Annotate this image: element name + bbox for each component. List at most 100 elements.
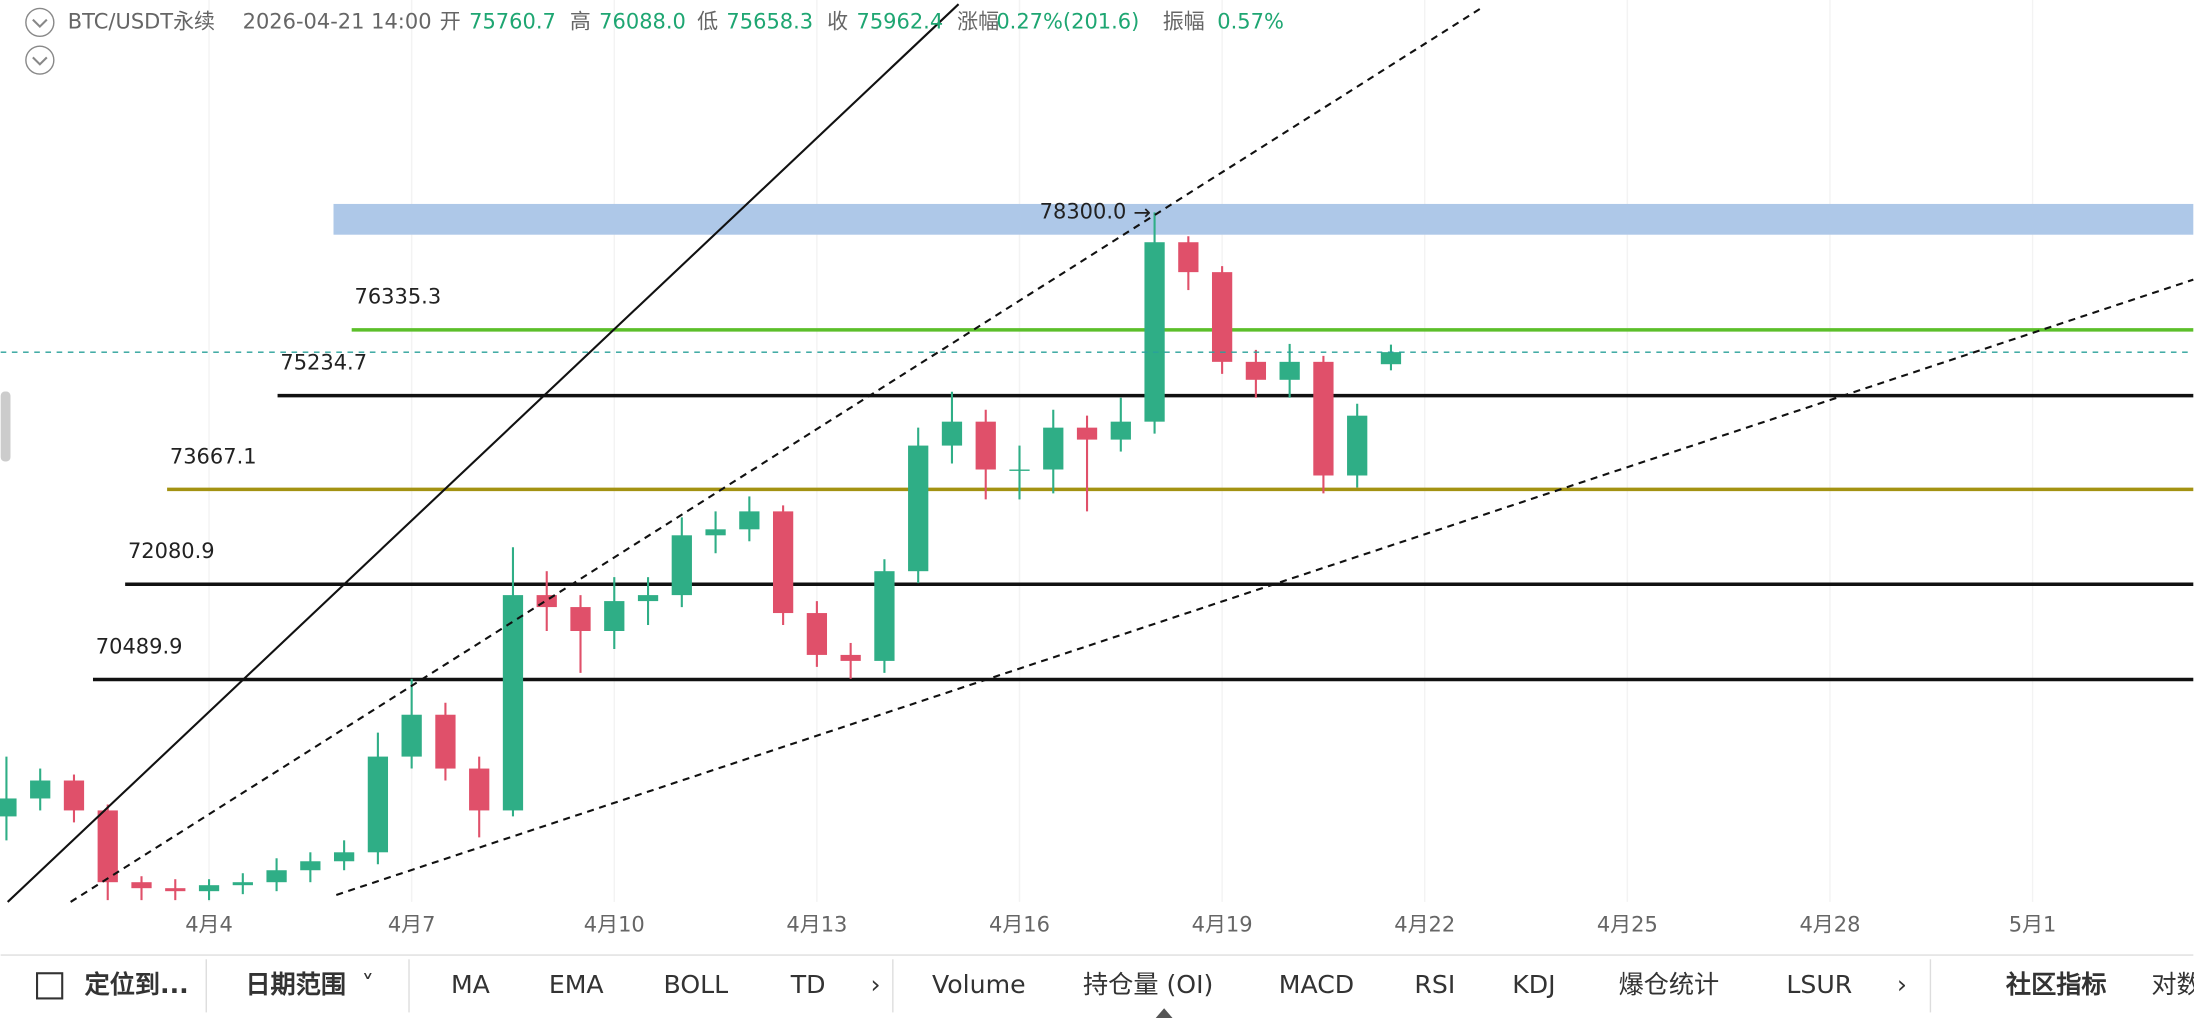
x-tick-label: 5月1 — [2009, 913, 2057, 937]
zone-label: 78300.0 — [1040, 199, 1127, 223]
price-zone — [333, 203, 2194, 235]
arrow: › — [1897, 970, 1907, 999]
toolbar-button[interactable]: RSI — [1414, 970, 1455, 999]
toolbar-button[interactable]: EMA — [549, 970, 604, 999]
candle-body — [1211, 272, 1233, 362]
candle-body — [941, 421, 963, 446]
candle-body — [1347, 415, 1368, 476]
x-tick-label: 4月28 — [1799, 913, 1860, 937]
candle-body — [367, 756, 389, 853]
field-value: 0.27%(201.6) — [996, 9, 1139, 33]
candle-body — [469, 768, 490, 811]
toolbar-button[interactable]: 爆仓统计 — [1619, 970, 1720, 999]
candle-body — [165, 888, 186, 892]
candle-body — [300, 861, 321, 871]
candle-body — [0, 798, 17, 817]
candle-body — [671, 535, 692, 596]
chart: 4月4 4月7 4月10 4月13 4月16 4月19 4月22 4月25 4月28 5月1 783… — [0, 0, 2194, 937]
time: 2026-04-21 14:00 — [243, 9, 432, 33]
toolbar-button[interactable]: 持仓量 (OI) — [1083, 970, 1213, 999]
trend-line — [70, 6, 1484, 903]
toolbar-button[interactable]: BOLL — [664, 970, 729, 999]
arrow: ˅ — [361, 970, 374, 999]
toolbar-button[interactable]: LSUR — [1786, 970, 1852, 999]
candle-body — [874, 571, 895, 661]
candle-body — [772, 511, 794, 614]
candle-body — [806, 613, 828, 655]
level-label: 75234.7 — [280, 350, 367, 374]
candle-body — [333, 852, 355, 862]
arrow: › — [870, 970, 880, 999]
level-label: 72080.9 — [128, 539, 215, 563]
candle-body — [97, 810, 118, 883]
candle-body — [1043, 427, 1064, 470]
candle-body — [1279, 361, 1300, 380]
level-label: 70489.9 — [96, 634, 183, 658]
trend-line — [335, 278, 2194, 896]
candle-body — [570, 607, 591, 631]
candle-body — [739, 511, 760, 530]
locate-icon — [36, 972, 64, 1000]
collapse-icon[interactable] — [25, 7, 55, 38]
candle-body — [1380, 352, 1402, 365]
candle-body — [198, 885, 220, 892]
candle-body — [30, 780, 51, 799]
toolbar-button[interactable]: 对数 — [2151, 970, 2194, 999]
field-value: 75962.4 — [856, 9, 943, 33]
candle-body — [1178, 242, 1199, 273]
candle-body — [63, 780, 85, 811]
arrow: → — [1133, 201, 1151, 225]
field-label: 低 — [697, 9, 718, 33]
x-tick-label: 4月4 — [185, 913, 233, 937]
symbol: BTC/USDT永续 — [68, 9, 215, 33]
trend-line — [6, 3, 960, 903]
field-label: 收 — [827, 9, 848, 33]
candle-body — [131, 882, 152, 889]
candle-body — [1144, 242, 1165, 422]
x-tick-label: 4月10 — [584, 913, 645, 937]
toolbar: 定位到... 日期范围 MA EMA BOLL TD Volume 持仓量 (OI) MACD R… — [85, 959, 2194, 1013]
candle-body — [975, 421, 996, 470]
x-tick-label: 4月13 — [786, 913, 847, 937]
field-label: 高 — [570, 9, 591, 33]
level-label: 73667.1 — [170, 444, 257, 468]
level-label: 76335.3 — [354, 285, 441, 309]
candle-body — [637, 595, 659, 602]
candle-body — [1313, 361, 1334, 476]
candle-body — [266, 870, 287, 883]
candle-body — [1009, 469, 1030, 471]
candle-body — [401, 714, 422, 757]
x-tick-label: 4月7 — [388, 913, 436, 937]
toolbar-button[interactable]: MA — [451, 970, 490, 999]
field-value: 76088.0 — [599, 9, 686, 33]
candle-body — [1245, 361, 1267, 380]
field-label: 涨幅 — [957, 9, 999, 33]
toolbar-button[interactable]: 日期范围 — [245, 970, 346, 999]
toolbar-button[interactable]: MACD — [1279, 970, 1354, 999]
toolbar-button[interactable]: 定位到... — [85, 970, 189, 999]
header-fields: 开 75760.7 高 76088.0 低 75658.3 收 75962.4 涨幅0.27%(… — [440, 9, 1284, 33]
x-tick-label: 4月25 — [1597, 913, 1658, 937]
candle-body — [502, 595, 524, 811]
candle-body — [908, 445, 929, 572]
candle-body — [1076, 427, 1098, 440]
toolbar-button[interactable]: KDJ — [1512, 970, 1555, 999]
x-tick-label: 4月16 — [989, 913, 1050, 937]
field-label: 开 — [440, 9, 461, 33]
x-tick-label: 4月19 — [1192, 913, 1253, 937]
toolbar-button[interactable]: TD — [790, 970, 826, 999]
candle-body — [435, 714, 456, 769]
field-value: 0.57% — [1217, 9, 1284, 33]
expand-icon[interactable] — [25, 45, 55, 75]
toolbar-button[interactable]: 社区指标 — [2005, 970, 2107, 999]
x-tick-label: 4月22 — [1394, 913, 1455, 937]
field-label: 振幅 — [1163, 9, 1205, 33]
candle-body — [840, 654, 861, 661]
chevron — [32, 18, 48, 29]
candle-body — [536, 595, 557, 608]
field-value: 75658.3 — [726, 9, 813, 33]
side-tab[interactable] — [0, 391, 11, 462]
candle-body — [705, 529, 726, 536]
toolbar-button[interactable]: Volume — [932, 970, 1026, 999]
